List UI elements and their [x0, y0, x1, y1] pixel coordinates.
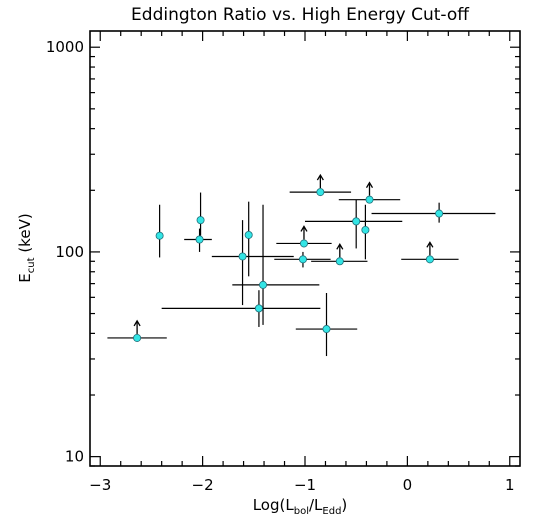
- x-tick-label: 0: [403, 476, 413, 494]
- data-point: [335, 257, 344, 266]
- lower-limit-arrowhead: [336, 243, 344, 250]
- lower-limit-arrowhead: [365, 181, 374, 188]
- y-axis-label: Ecut (keV): [16, 213, 37, 282]
- lower-limit-arrowhead: [426, 241, 434, 248]
- y-axis: 10 100 1000: [46, 38, 520, 467]
- data-point: [155, 231, 164, 240]
- x-axis-label: Log(Lbol/LEdd): [253, 496, 348, 517]
- error-bars: [107, 173, 496, 357]
- y-tick-label: 100: [55, 243, 84, 261]
- x-tick-label: −2: [192, 476, 214, 494]
- x-tick-label: −3: [89, 476, 111, 494]
- data-point: [425, 255, 434, 264]
- y-tick-label: 1000: [46, 38, 84, 56]
- data-point: [299, 239, 308, 248]
- lower-limit-arrowhead: [316, 173, 324, 181]
- data-point: [361, 225, 370, 234]
- data-point: [259, 280, 268, 289]
- plot-frame: [89, 30, 521, 467]
- data-point: [196, 216, 205, 225]
- data-point: [254, 304, 263, 313]
- data-point: [352, 217, 361, 226]
- y-tick-label: 10: [65, 448, 84, 466]
- lower-limit-arrowhead: [300, 225, 308, 232]
- data-point: [316, 188, 325, 197]
- data-point: [298, 255, 307, 264]
- chart-title: Eddington Ratio vs. High Energy Cut-off: [131, 5, 470, 25]
- data-point: [435, 209, 444, 218]
- data-point: [365, 195, 374, 204]
- lower-limit-arrowhead: [133, 319, 141, 327]
- data-point: [322, 325, 331, 334]
- x-axis: −3 −2 −1 0 1: [89, 31, 515, 494]
- x-tick-label: 1: [505, 476, 515, 494]
- data-point: [238, 252, 247, 261]
- data-points: [133, 188, 444, 342]
- data-point: [133, 333, 142, 342]
- data-point: [244, 230, 253, 239]
- x-tick-label: −1: [294, 476, 316, 494]
- data-point: [195, 235, 204, 244]
